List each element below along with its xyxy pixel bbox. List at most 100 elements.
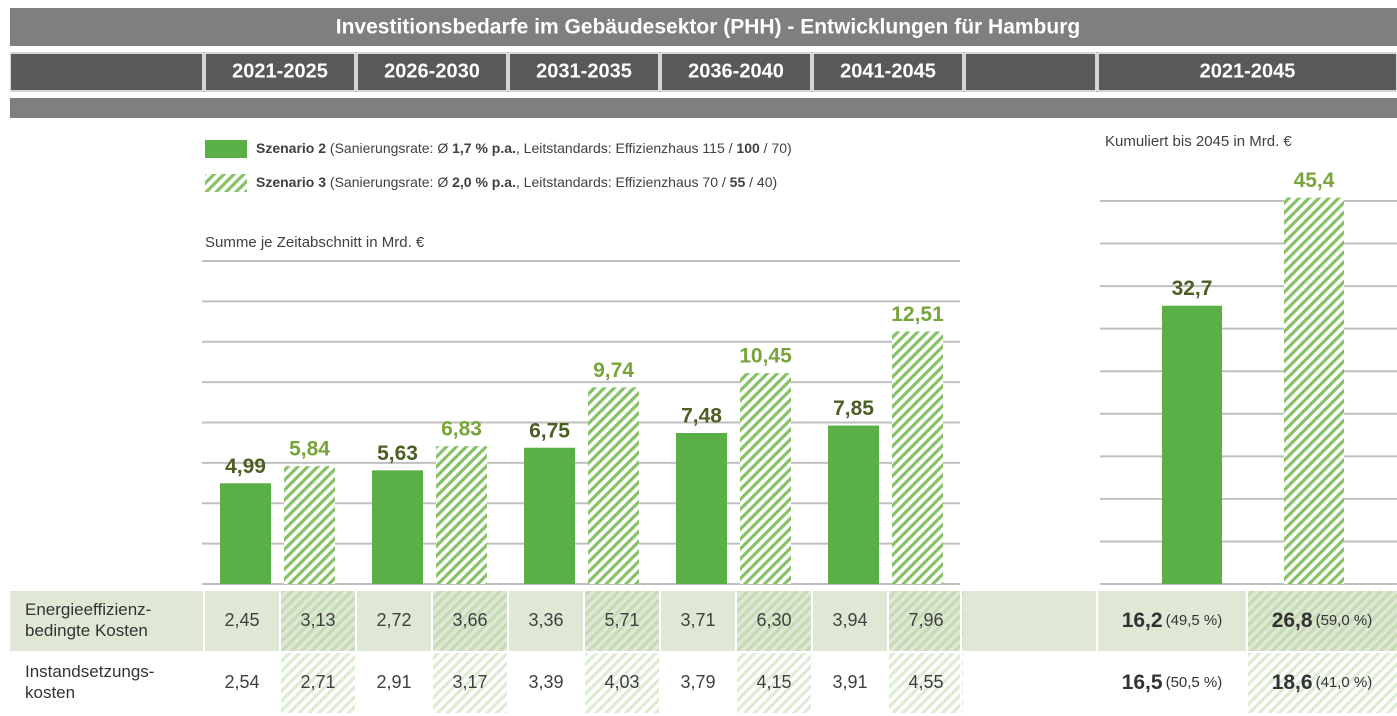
cell-hatch	[281, 653, 355, 713]
cell-value: 3,79	[680, 672, 715, 692]
legend-part: 100	[736, 140, 760, 156]
value-label: 4,99	[225, 455, 266, 478]
row-label: Energieeffizienz-	[25, 600, 151, 619]
legend-part: 1,7 % p.a.	[452, 140, 516, 156]
total-value: 16,2	[1122, 609, 1163, 632]
cell-value: 2,54	[224, 672, 259, 692]
row-label: kosten	[25, 683, 75, 702]
header-label: 2026-2030	[384, 60, 480, 82]
legend-part: 55	[730, 174, 746, 190]
header-label: 2021-2025	[232, 60, 328, 82]
legend-part: (Sanierungsrate: Ø	[326, 174, 452, 190]
cell-hatch	[1248, 653, 1397, 713]
cell-hatch	[737, 591, 811, 651]
bar	[524, 447, 575, 584]
total-cell: 16,5 (50,5 %)	[1122, 671, 1223, 694]
cell-value: 3,94	[832, 610, 867, 630]
cell-hatch	[433, 653, 507, 713]
bar	[588, 387, 639, 584]
total-value: 26,8	[1272, 609, 1313, 632]
legend-name: Szenario 3	[256, 174, 326, 190]
legend-part: / 40)	[745, 174, 777, 190]
bar	[436, 446, 487, 584]
cell-value: 3,39	[528, 672, 563, 692]
row-label: bedingte Kosten	[25, 621, 148, 640]
chart-subtitle: Summe je Zeitabschnitt in Mrd. €	[205, 234, 425, 251]
title: Investitionsbedarfe im Gebäudesektor (PH…	[336, 16, 1080, 39]
header-label: 2031-2035	[536, 60, 632, 82]
bar	[676, 432, 727, 584]
header-label: 2021-2045	[1200, 60, 1296, 82]
value-label: 45,4	[1294, 169, 1335, 192]
value-label: 32,7	[1172, 277, 1213, 300]
total-value: 18,6	[1272, 671, 1313, 694]
cell-value: 2,72	[376, 610, 411, 630]
header-cell	[1097, 52, 1397, 92]
table-row	[10, 653, 1397, 713]
bar	[892, 331, 943, 584]
header-cell	[356, 52, 508, 92]
bar	[372, 470, 423, 584]
total-share: (50,5 %)	[1166, 674, 1223, 691]
value-label: 9,74	[593, 359, 634, 382]
bar	[284, 466, 335, 584]
legend-name: Szenario 2	[256, 140, 326, 156]
header-label: 2041-2045	[840, 60, 936, 82]
cell-value: 5,71	[604, 610, 639, 630]
title-bar	[10, 8, 1397, 46]
bar	[220, 483, 271, 584]
cell-value: 2,71	[300, 672, 335, 692]
legend-part: / 70)	[760, 140, 792, 156]
cell-hatch	[281, 591, 355, 651]
cell-hatch	[433, 591, 507, 651]
value-label: 6,83	[441, 418, 482, 441]
total-cell: 16,2 (49,5 %)	[1122, 609, 1223, 632]
header-cell	[508, 52, 660, 92]
cell-hatch	[585, 653, 659, 713]
cell-value: 7,96	[908, 610, 943, 630]
cell-value: 3,71	[680, 610, 715, 630]
cell-hatch	[889, 653, 963, 713]
legend-part: , Leitstandards: Effizienzhaus 115 /	[516, 140, 737, 156]
total-share: (59,0 %)	[1316, 612, 1373, 629]
cell-value: 4,03	[604, 672, 639, 692]
header-cell	[9, 52, 204, 92]
cell-value: 3,91	[832, 672, 867, 692]
cell-value: 2,91	[376, 672, 411, 692]
value-label: 5,84	[289, 438, 330, 461]
header-cell	[964, 52, 1097, 92]
total-cell: 26,8 (59,0 %)	[1272, 609, 1373, 632]
table-row	[10, 591, 1397, 651]
cell-hatch	[1248, 591, 1397, 651]
legend-text: Szenario 3 (Sanierungsrate: Ø 2,0 % p.a.…	[256, 174, 777, 190]
legend-swatch	[205, 140, 247, 158]
cell-value: 4,15	[756, 672, 791, 692]
total-value: 16,5	[1122, 671, 1163, 694]
cell-value: 2,45	[224, 610, 259, 630]
value-label: 10,45	[739, 345, 792, 368]
bar	[1284, 197, 1344, 584]
header-cell	[660, 52, 812, 92]
cell-hatch	[889, 591, 963, 651]
total-share: (49,5 %)	[1166, 612, 1223, 629]
legend-part: (Sanierungsrate: Ø	[326, 140, 452, 156]
cell-value: 3,36	[528, 610, 563, 630]
header-label: 2036-2040	[688, 60, 784, 82]
cell-value: 4,55	[908, 672, 943, 692]
bar	[828, 425, 879, 584]
cell-value: 3,66	[452, 610, 487, 630]
chart-subtitle: Kumuliert bis 2045 in Mrd. €	[1105, 133, 1292, 150]
total-share: (41,0 %)	[1316, 674, 1373, 691]
content: 2021-2025 2026-2030 2031-2035 2036-2040 2041…	[9, 52, 1397, 713]
legend-part: 2,0 % p.a.	[452, 174, 516, 190]
value-label: 5,63	[377, 442, 418, 465]
legend-text: Szenario 2 (Sanierungsrate: Ø 1,7 % p.a.…	[256, 140, 792, 156]
header-bar	[10, 52, 1397, 92]
value-label: 12,51	[891, 303, 944, 326]
header-cell	[812, 52, 964, 92]
cell-hatch	[737, 653, 811, 713]
value-label: 7,48	[681, 405, 722, 428]
cell-value: 3,17	[452, 672, 487, 692]
